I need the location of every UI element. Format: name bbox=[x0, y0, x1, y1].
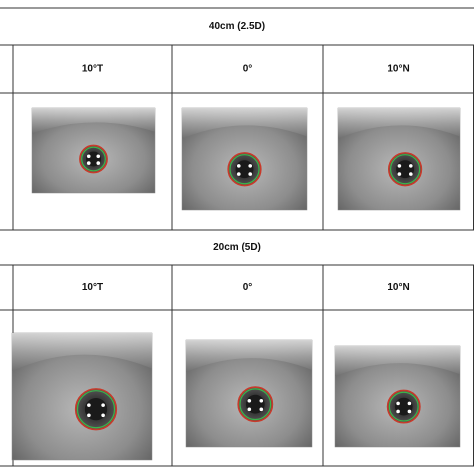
iris-fit-red bbox=[227, 152, 262, 187]
column-header: 10°N bbox=[387, 64, 409, 75]
glint bbox=[397, 172, 402, 176]
eye-image bbox=[334, 345, 461, 448]
iris-fit-red bbox=[386, 389, 421, 424]
column-header: 10°T bbox=[82, 282, 103, 293]
glint bbox=[236, 164, 241, 168]
eye-image bbox=[181, 107, 308, 211]
eyelid bbox=[186, 340, 312, 373]
iris-fit-green bbox=[229, 154, 260, 185]
iris-fit-green bbox=[389, 154, 421, 185]
glint bbox=[96, 154, 101, 159]
eyelid bbox=[335, 346, 460, 377]
eyelid bbox=[12, 333, 152, 372]
glint bbox=[248, 172, 253, 176]
glint bbox=[409, 164, 413, 168]
glint bbox=[409, 172, 413, 176]
glint bbox=[259, 407, 264, 412]
glint bbox=[396, 409, 400, 414]
glint bbox=[397, 164, 402, 168]
glint bbox=[248, 164, 253, 168]
column-header: 10°N bbox=[387, 282, 409, 293]
glint bbox=[86, 161, 91, 165]
section-title: 20cm (5D) bbox=[213, 242, 261, 253]
glint bbox=[101, 413, 105, 418]
iris-fit-red bbox=[74, 388, 118, 431]
iris-fit-red bbox=[79, 144, 108, 174]
iris-fit-green bbox=[81, 146, 106, 172]
iris-fit-red bbox=[387, 152, 423, 187]
eye-image bbox=[337, 107, 461, 211]
glint bbox=[87, 403, 91, 407]
glint bbox=[407, 409, 412, 414]
column-header: 10°T bbox=[82, 64, 103, 75]
iris-fit-green bbox=[76, 390, 116, 429]
section-title: 40cm (2.5D) bbox=[209, 21, 265, 32]
glint bbox=[101, 403, 105, 407]
glint bbox=[236, 172, 241, 176]
iris-fit-red bbox=[237, 386, 274, 423]
eyelid bbox=[182, 108, 307, 139]
glint bbox=[86, 154, 91, 159]
glint bbox=[96, 161, 101, 165]
eyelid bbox=[338, 108, 460, 139]
glint bbox=[407, 401, 412, 406]
glint bbox=[87, 413, 91, 418]
glint bbox=[396, 401, 400, 406]
glint bbox=[247, 407, 252, 412]
iris-fit-green bbox=[388, 391, 419, 422]
column-header: 0° bbox=[243, 64, 253, 75]
glint bbox=[259, 398, 264, 403]
iris-fit-green bbox=[239, 388, 272, 421]
eye-image bbox=[31, 107, 156, 194]
eye-image bbox=[11, 332, 153, 461]
eye-image bbox=[185, 339, 313, 448]
column-header: 0° bbox=[243, 282, 253, 293]
eyelid bbox=[32, 108, 155, 134]
pupil bbox=[84, 398, 108, 421]
glint bbox=[247, 398, 252, 403]
